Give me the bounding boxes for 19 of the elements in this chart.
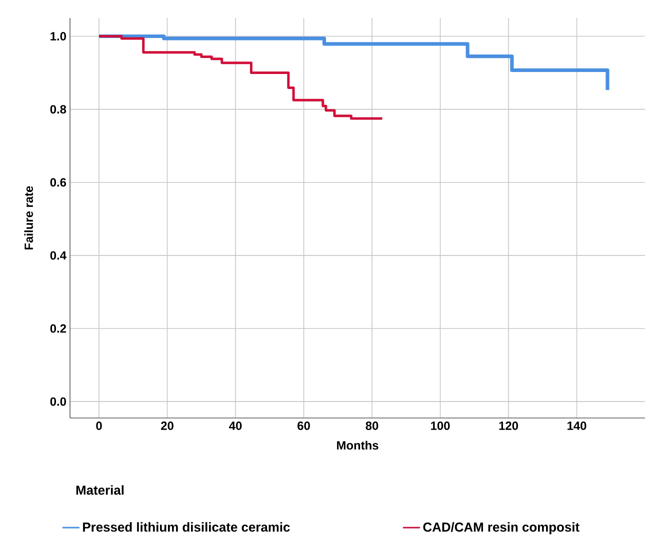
x-tick-label: 40 [229,422,242,430]
x-tick-label: 20 [161,422,174,430]
y-tick-label: 0.8 [50,105,66,114]
x-axis-title: Months [337,440,378,450]
y-tick-label: 0.6 [50,178,66,187]
x-tick-label: 120 [499,422,518,430]
legend-title: Material [76,485,124,495]
x-tick-label: 100 [431,422,450,430]
legend-label: Pressed lithium disilicate ceramic [83,522,290,532]
y-tick-label: 0.4 [50,251,66,260]
x-tick-label: 0 [96,422,102,430]
y-tick-label: 0.0 [50,397,66,406]
y-tick-label: 1.0 [50,32,66,40]
x-tick-label: 60 [298,422,310,430]
y-tick-label: 0.2 [50,324,66,333]
x-tick-label: 140 [568,422,586,430]
y-axis-title: Failure rate [24,186,34,250]
x-tick-label: 80 [366,422,378,430]
legend-label: CAD/CAM resin composit [423,522,580,534]
